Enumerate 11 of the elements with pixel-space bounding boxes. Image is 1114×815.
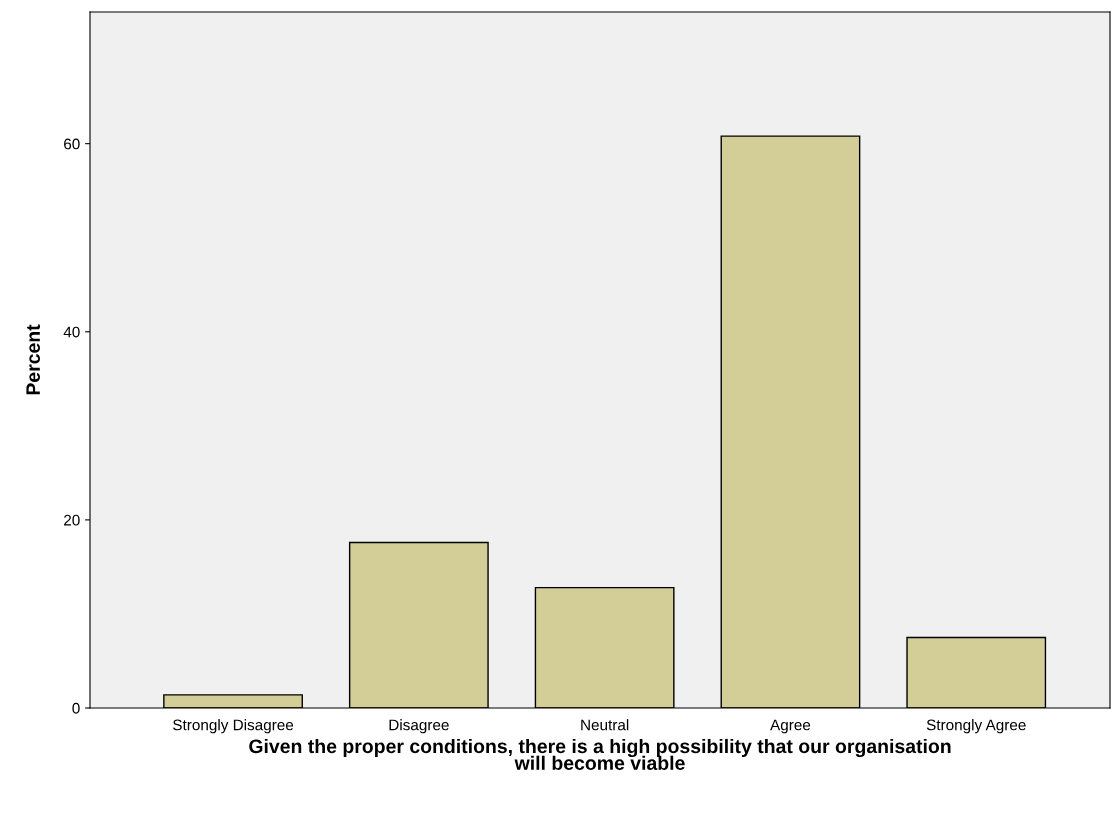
y-tick-label: 40: [63, 326, 80, 338]
x-tick-label: Neutral: [581, 719, 629, 731]
x-tick-label: Strongly Agree: [926, 719, 1026, 734]
x-tick-label: Disagree: [389, 719, 449, 734]
y-tick-label: 20: [64, 514, 80, 526]
x-tick-label: Strongly Disagree: [173, 719, 294, 734]
y-tick-label: 0: [72, 702, 80, 714]
y-tick-label: 60: [64, 138, 80, 150]
y-axis-title: Percent: [26, 324, 40, 395]
x-tick-label: Agree: [770, 719, 811, 734]
x-axis-title: Given the proper conditions, there is a high possibility that our organisation will become viable: [249, 738, 951, 770]
